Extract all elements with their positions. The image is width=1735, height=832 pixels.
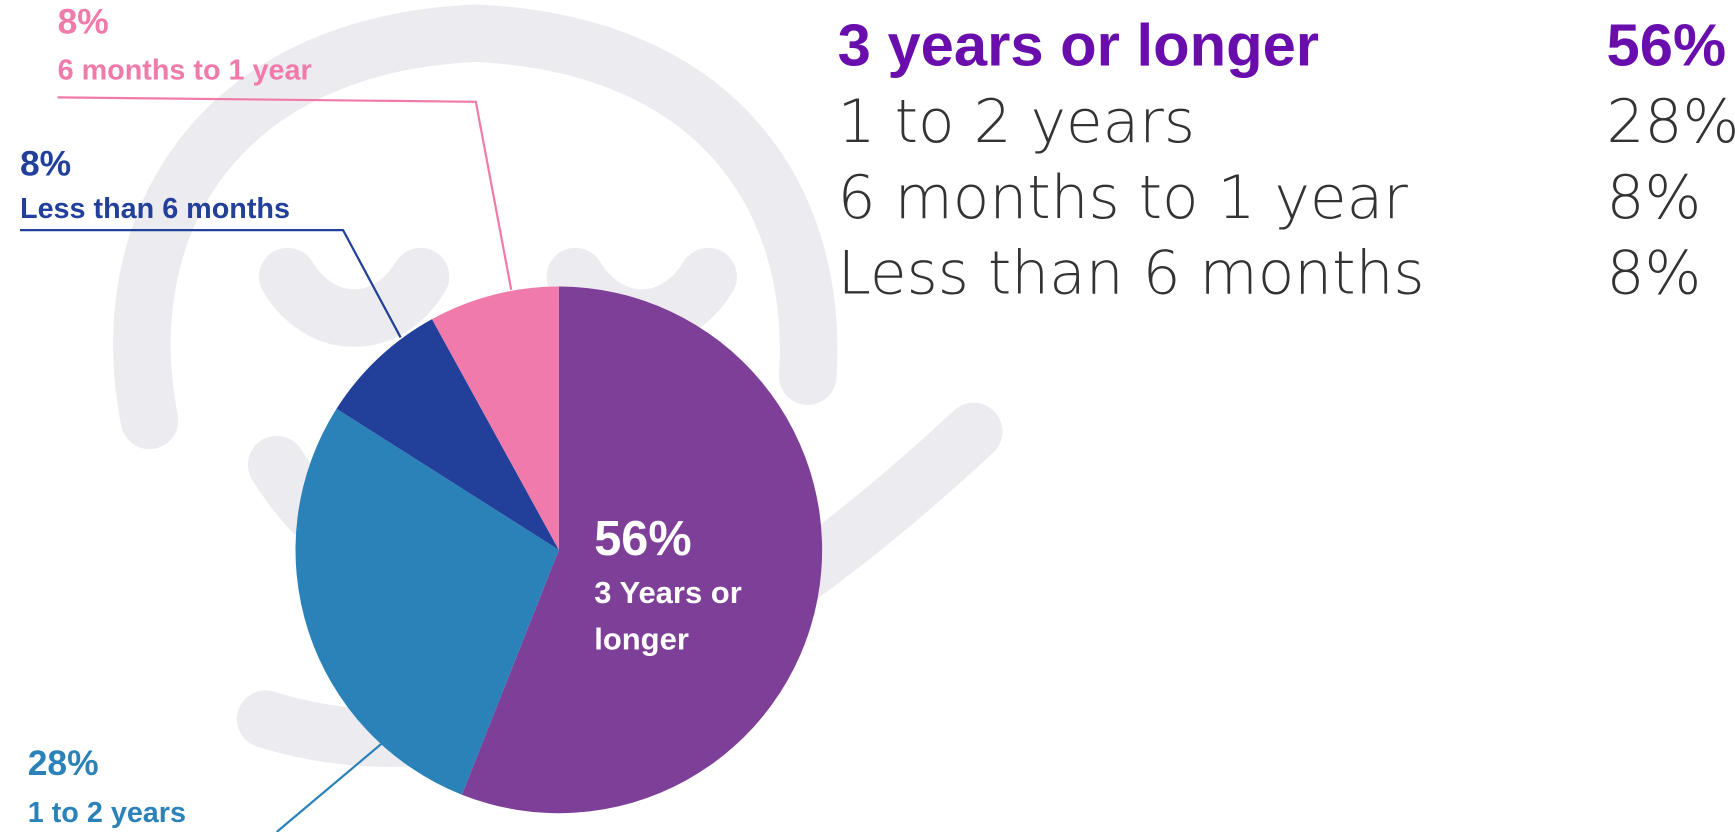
legend-value: 56% xyxy=(1607,12,1727,79)
pie-slice xyxy=(431,286,559,550)
leader-line xyxy=(20,229,402,338)
legend-label: 1 to 2 years xyxy=(838,88,1195,157)
slice-label: 3 Years or longer xyxy=(594,575,742,657)
legend-value: 8% xyxy=(1607,240,1702,309)
legend-label: Less than 6 months xyxy=(838,240,1425,309)
leader-line xyxy=(275,742,383,832)
slice-label: 6 months to 1 year xyxy=(58,55,312,87)
legend-label: 3 years or longer xyxy=(838,12,1319,79)
slice-value-label: 56% xyxy=(594,512,691,566)
slice-label-box: 3 Years or longer xyxy=(594,575,742,657)
pie-slice xyxy=(295,408,559,795)
slice-label: Less than 6 months xyxy=(20,193,290,225)
legend-value: 8% xyxy=(1607,164,1702,233)
legend-label: 6 months to 1 year xyxy=(838,164,1409,233)
pie-slice xyxy=(461,286,823,814)
slice-value-label: 8% xyxy=(58,2,109,42)
leader-line xyxy=(57,96,513,291)
slice-value-label: 8% xyxy=(20,143,71,183)
slice-label: 1 to 2 years xyxy=(28,797,186,829)
pie-slice xyxy=(336,319,559,550)
slice-value-label: 28% xyxy=(28,743,99,783)
legend-value: 28% xyxy=(1607,88,1735,157)
